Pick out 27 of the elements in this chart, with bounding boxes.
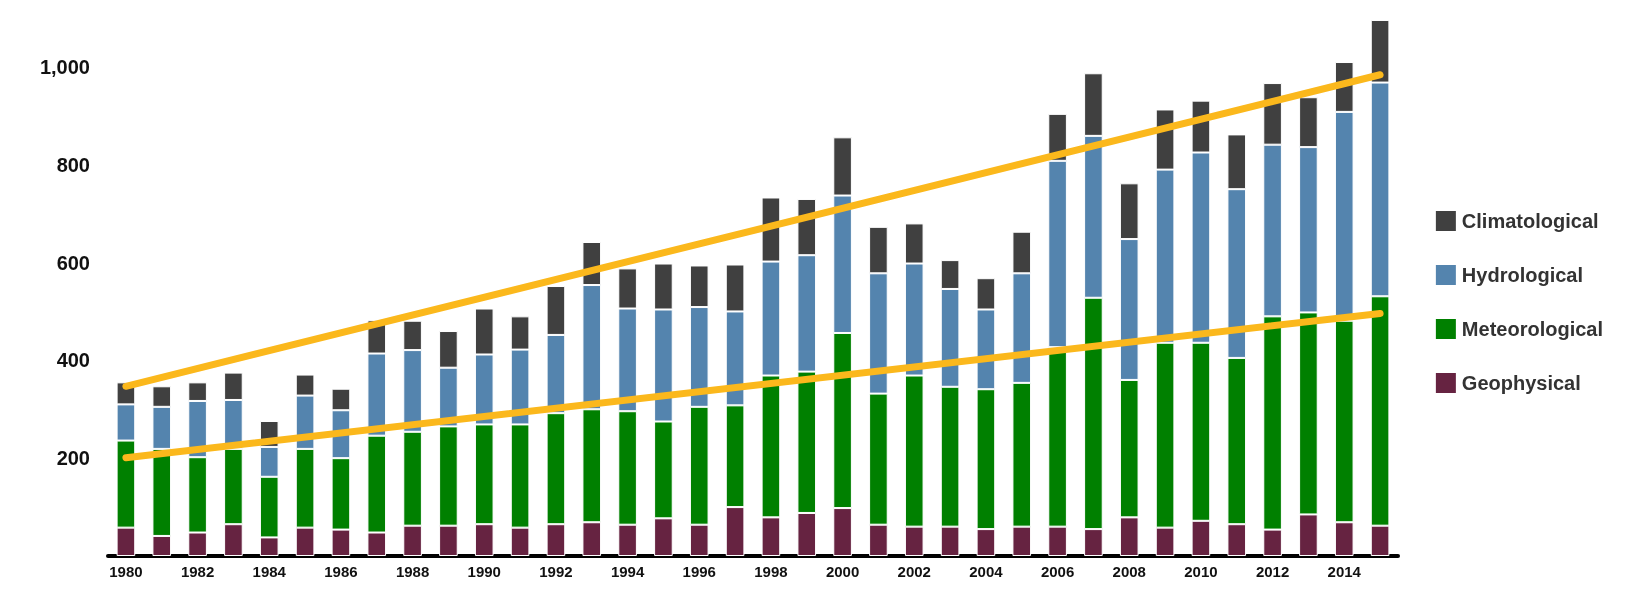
y-tick-label: 1,000: [39, 55, 90, 78]
x-tick-label: 2004: [969, 563, 1004, 580]
x-tick-label: 1990: [467, 563, 501, 580]
x-tick-label: 1982: [180, 563, 215, 580]
y-tick-label: 600: [56, 251, 90, 274]
legend-label: Meteorological: [1461, 318, 1604, 340]
y-tick-label: 400: [56, 349, 90, 372]
y-tick-label: 800: [56, 153, 90, 176]
x-tick-label: 1992: [539, 563, 573, 580]
x-tick-label: 2006: [1040, 563, 1075, 580]
x-tick-label: 1986: [324, 563, 358, 580]
legend-label: Climatological: [1461, 210, 1599, 232]
x-tick-label: 2012: [1255, 563, 1290, 580]
x-tick-label: 1984: [252, 563, 287, 580]
x-tick-label: 2008: [1112, 563, 1146, 580]
legend-label: Geophysical: [1461, 372, 1581, 394]
legend-label: Hydrological: [1461, 264, 1584, 286]
x-tick-label: 1980: [109, 563, 143, 580]
y-tick-label: 200: [56, 447, 90, 470]
x-tick-label: 2014: [1327, 563, 1362, 580]
x-tick-label: 1994: [610, 563, 645, 580]
x-tick-label: 2002: [897, 563, 931, 580]
x-tick-label: 1996: [682, 563, 716, 580]
x-tick-label: 1988: [395, 563, 430, 580]
x-tick-label: 2000: [825, 563, 860, 580]
x-tick-label: 2010: [1184, 563, 1218, 580]
x-tick-label: 1998: [754, 563, 788, 580]
